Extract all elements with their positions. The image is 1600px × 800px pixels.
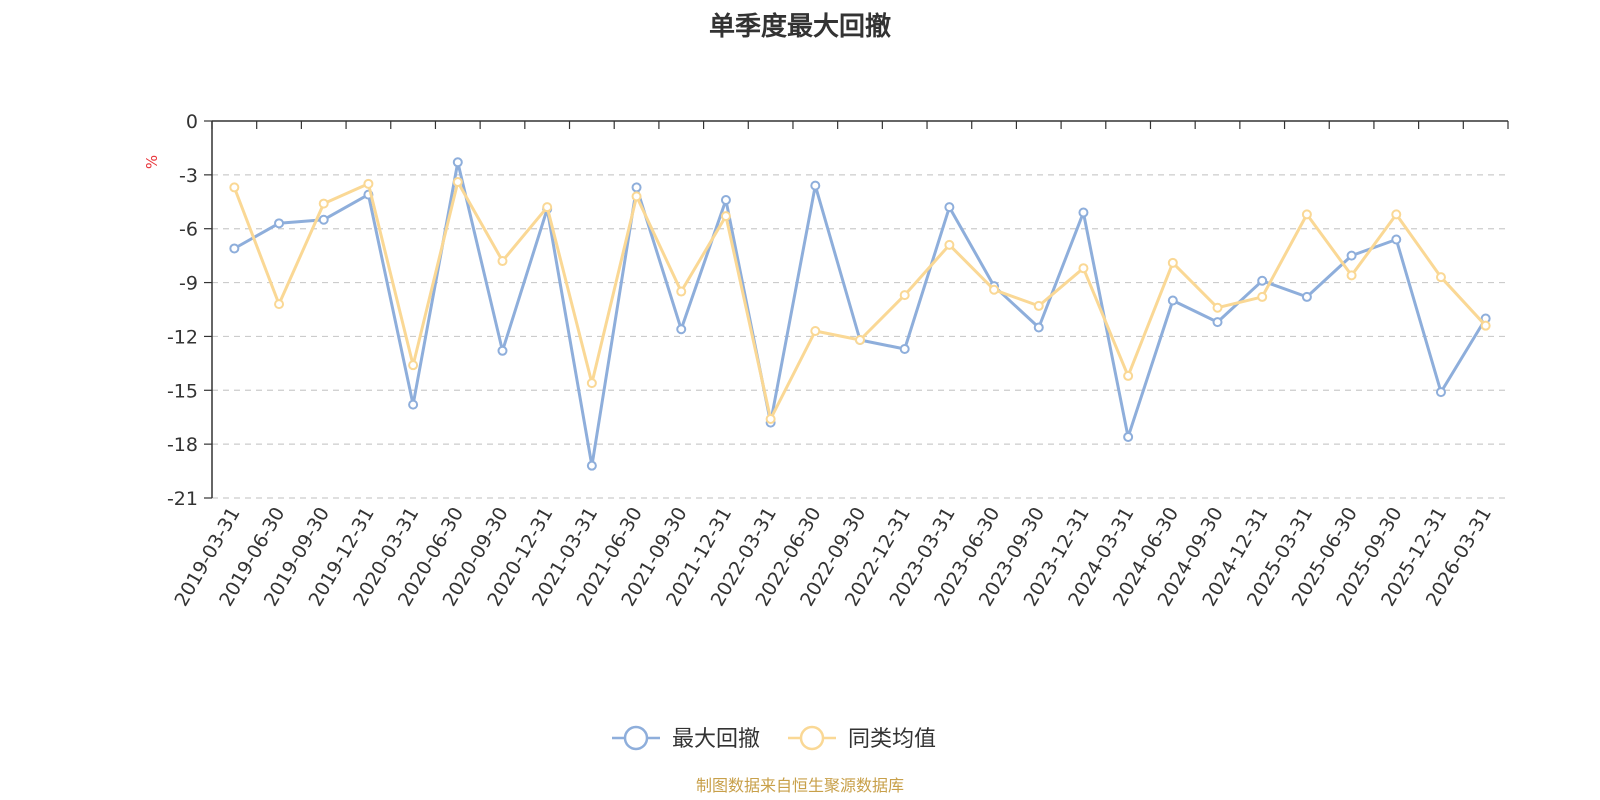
data-point <box>1033 322 1044 333</box>
data-point <box>408 399 419 410</box>
data-point <box>1123 370 1134 381</box>
legend-item-2[interactable]: 同类均值 <box>788 725 936 752</box>
data-point <box>631 182 642 193</box>
y-tick-label: 0 <box>186 111 198 133</box>
data-point <box>1301 291 1312 302</box>
data-point <box>1346 270 1357 281</box>
data-point <box>497 345 508 356</box>
data-point <box>1391 209 1402 220</box>
data-point <box>1435 272 1446 283</box>
y-tick-label: -21 <box>167 488 198 510</box>
data-point <box>363 178 374 189</box>
data-point <box>855 335 865 346</box>
data-point <box>676 286 687 297</box>
data-point <box>720 211 731 222</box>
data-point <box>1480 320 1491 331</box>
data-point <box>408 360 419 371</box>
data-point <box>318 198 329 209</box>
data-point <box>810 180 821 191</box>
data-point <box>631 191 642 202</box>
data-point <box>1301 209 1312 220</box>
axes: 0-3-6-9-12-15-18-21%2019-03-312019-06-30… <box>143 111 1509 610</box>
data-point <box>1435 387 1446 398</box>
data-point <box>1167 257 1178 268</box>
data-point <box>944 202 955 213</box>
data-point <box>452 157 463 168</box>
data-point <box>497 256 508 267</box>
data-point <box>542 202 553 213</box>
y-tick-label: -3 <box>179 165 198 187</box>
y-tick-label: -9 <box>179 273 198 295</box>
data-point <box>1033 300 1044 311</box>
data-point <box>318 214 329 225</box>
data-point <box>586 378 597 389</box>
data-point <box>720 194 731 205</box>
y-axis-unit: % <box>143 155 161 169</box>
series-line-1 <box>233 160 1487 468</box>
data-point <box>1346 250 1357 261</box>
data-point <box>1212 317 1223 328</box>
data-point <box>274 299 285 310</box>
data-point <box>899 290 910 301</box>
data-point <box>452 177 463 188</box>
data-point <box>274 218 285 229</box>
data-point <box>944 239 955 250</box>
legend[interactable]: 最大回撤 同类均值 <box>612 725 936 752</box>
y-tick-label: -18 <box>167 434 198 456</box>
data-point <box>899 343 910 354</box>
data-point <box>586 460 597 471</box>
data-point <box>1391 234 1402 245</box>
source-note: 制图数据来自恒生聚源数据库 <box>695 776 904 795</box>
data-point <box>1167 295 1178 306</box>
legend-marker <box>799 725 825 751</box>
data-point <box>1078 207 1089 218</box>
series-line-2 <box>232 180 1487 421</box>
data-point <box>765 414 776 425</box>
legend-label: 同类均值 <box>848 727 936 752</box>
data-point <box>1212 302 1223 313</box>
data-point <box>1123 431 1134 442</box>
series-lines <box>229 157 1491 471</box>
legend-item-1[interactable]: 最大回撤 <box>612 725 760 752</box>
y-tick-label: -6 <box>179 219 198 241</box>
grid-lines <box>212 174 1508 499</box>
legend-label: 最大回撤 <box>672 727 760 752</box>
chart-title: 单季度最大回撤 <box>708 12 891 42</box>
data-point <box>810 326 821 337</box>
legend-marker <box>623 725 649 751</box>
y-tick-label: -12 <box>167 326 198 348</box>
data-point <box>989 284 1000 295</box>
data-point <box>676 324 687 335</box>
data-point <box>1257 291 1268 302</box>
data-point <box>1257 275 1268 286</box>
data-point <box>1078 263 1089 274</box>
y-tick-label: -15 <box>167 380 198 402</box>
data-point <box>229 182 240 193</box>
data-point <box>229 243 240 254</box>
